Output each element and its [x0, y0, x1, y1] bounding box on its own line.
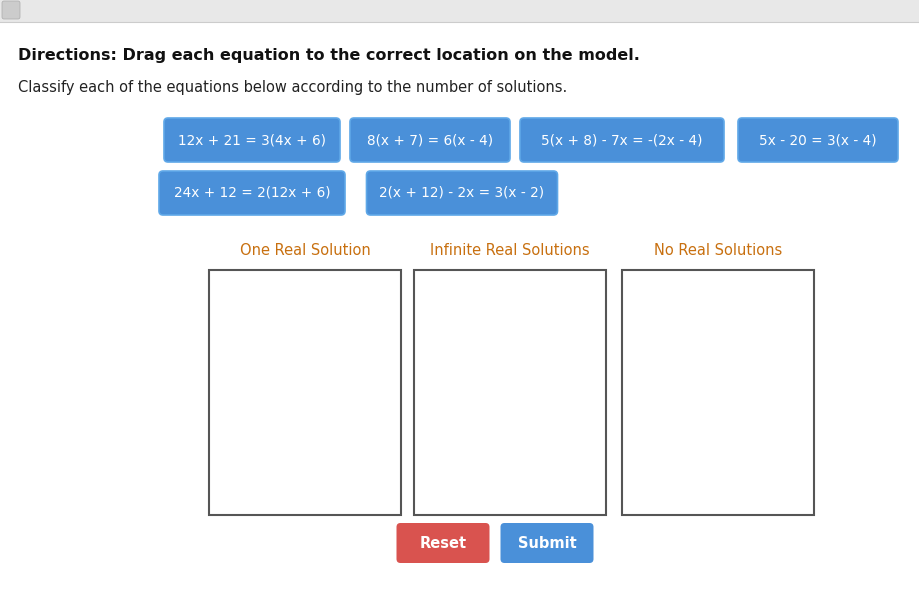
Text: 5(x + 8) - 7x = -(2x - 4): 5(x + 8) - 7x = -(2x - 4): [540, 133, 702, 147]
FancyBboxPatch shape: [500, 523, 593, 563]
Bar: [209, 270, 401, 515]
FancyBboxPatch shape: [737, 118, 897, 162]
FancyBboxPatch shape: [2, 1, 20, 19]
FancyBboxPatch shape: [164, 118, 340, 162]
Text: 2(x + 12) - 2x = 3(x - 2): 2(x + 12) - 2x = 3(x - 2): [379, 186, 544, 200]
Text: Directions: Drag each equation to the correct location on the model.: Directions: Drag each equation to the co…: [18, 48, 640, 63]
Text: 5x - 20 = 3(x - 4): 5x - 20 = 3(x - 4): [758, 133, 876, 147]
Bar: [0, 0, 919, 22]
FancyBboxPatch shape: [349, 118, 509, 162]
Text: One Real Solution: One Real Solution: [239, 243, 370, 258]
Text: Submit: Submit: [517, 535, 575, 551]
Text: No Real Solutions: No Real Solutions: [653, 243, 781, 258]
Text: 12x + 21 = 3(4x + 6): 12x + 21 = 3(4x + 6): [177, 133, 325, 147]
Text: 24x + 12 = 2(12x + 6): 24x + 12 = 2(12x + 6): [174, 186, 330, 200]
Bar: [414, 270, 606, 515]
FancyBboxPatch shape: [366, 171, 557, 215]
Text: Reset: Reset: [419, 535, 466, 551]
FancyBboxPatch shape: [396, 523, 489, 563]
Text: Infinite Real Solutions: Infinite Real Solutions: [430, 243, 589, 258]
Text: 8(x + 7) = 6(x - 4): 8(x + 7) = 6(x - 4): [367, 133, 493, 147]
Bar: [621, 270, 813, 515]
FancyBboxPatch shape: [159, 171, 345, 215]
Text: Classify each of the equations below according to the number of solutions.: Classify each of the equations below acc…: [18, 80, 567, 95]
FancyBboxPatch shape: [519, 118, 723, 162]
